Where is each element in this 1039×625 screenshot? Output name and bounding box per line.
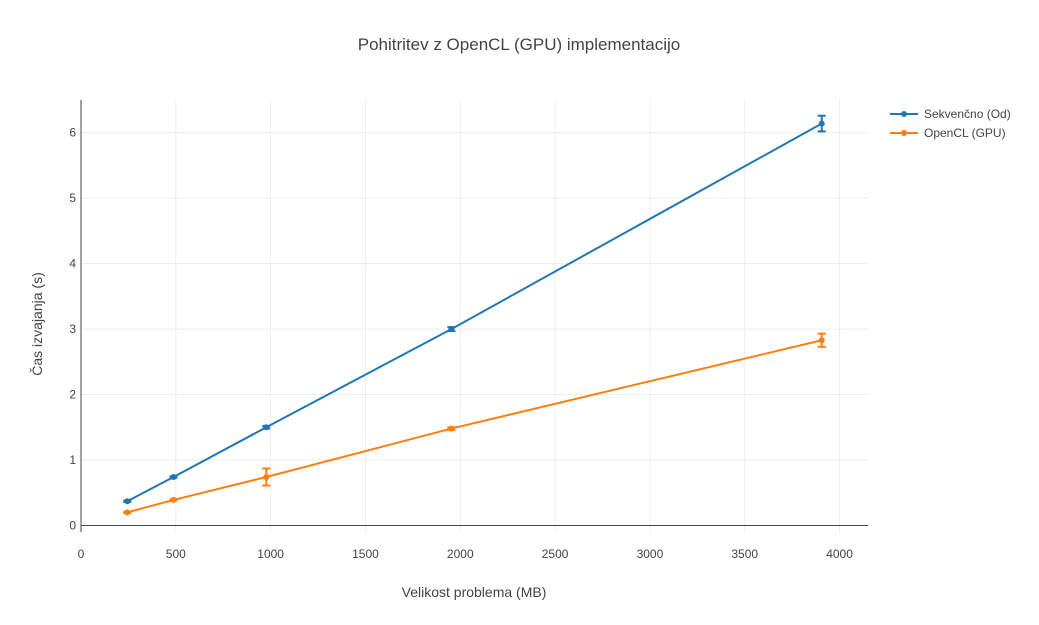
data-point[interactable]	[448, 425, 455, 432]
x-tick-label: 4000	[826, 547, 853, 561]
data-point[interactable]	[818, 337, 825, 344]
data-point[interactable]	[124, 509, 131, 516]
data-point[interactable]	[263, 424, 270, 431]
series-line	[127, 339, 822, 514]
x-tick-label: 0	[78, 547, 85, 561]
legend-label: OpenCL (GPU)	[924, 126, 1006, 140]
y-tick-label: 6	[69, 126, 76, 140]
legend-label: Sekvenčno (Od)	[924, 107, 1011, 121]
data-point[interactable]	[818, 120, 825, 127]
data-point[interactable]	[170, 496, 177, 503]
x-tick-label: 1500	[352, 547, 379, 561]
legend-marker	[901, 111, 907, 117]
y-tick-label: 5	[69, 191, 76, 205]
y-axis: 0 1 2 3 4 5 6	[69, 100, 82, 532]
legend-item[interactable]: OpenCL (GPU)	[890, 126, 1006, 140]
legend-item[interactable]: Sekvenčno (Od)	[890, 107, 1011, 121]
x-tick-label: 2500	[542, 547, 569, 561]
y-tick-label: 4	[69, 257, 76, 271]
data-point[interactable]	[448, 326, 455, 333]
x-tick-label: 2000	[447, 547, 474, 561]
y-axis-title: Čas izvajanja (s)	[29, 272, 45, 375]
x-axis-title: Velikost problema (MB)	[402, 584, 547, 600]
data-point[interactable]	[124, 498, 131, 505]
x-tick-label: 500	[166, 547, 186, 561]
y-tick-label: 3	[69, 322, 76, 336]
series-2	[123, 332, 826, 516]
legend[interactable]: Sekvenčno (Od) OpenCL (GPU)	[890, 107, 1011, 140]
series-1	[123, 114, 826, 505]
data-point[interactable]	[263, 474, 270, 481]
x-axis: 0 500 1000 1500 2000 2500 3000 3500 4000	[78, 524, 868, 561]
y-tick-label: 1	[69, 453, 76, 467]
x-tick-label: 3500	[731, 547, 758, 561]
x-tick-label: 3000	[637, 547, 664, 561]
series-line	[126, 122, 823, 503]
legend-marker	[901, 130, 907, 136]
data-point[interactable]	[170, 474, 177, 481]
y-tick-label: 2	[69, 388, 76, 402]
grid	[81, 100, 868, 532]
x-tick-label: 1000	[257, 547, 284, 561]
y-tick-label: 0	[69, 518, 76, 532]
series-layer	[123, 114, 826, 516]
chart-title: Pohitritev z OpenCL (GPU) implementacijo	[358, 35, 681, 54]
